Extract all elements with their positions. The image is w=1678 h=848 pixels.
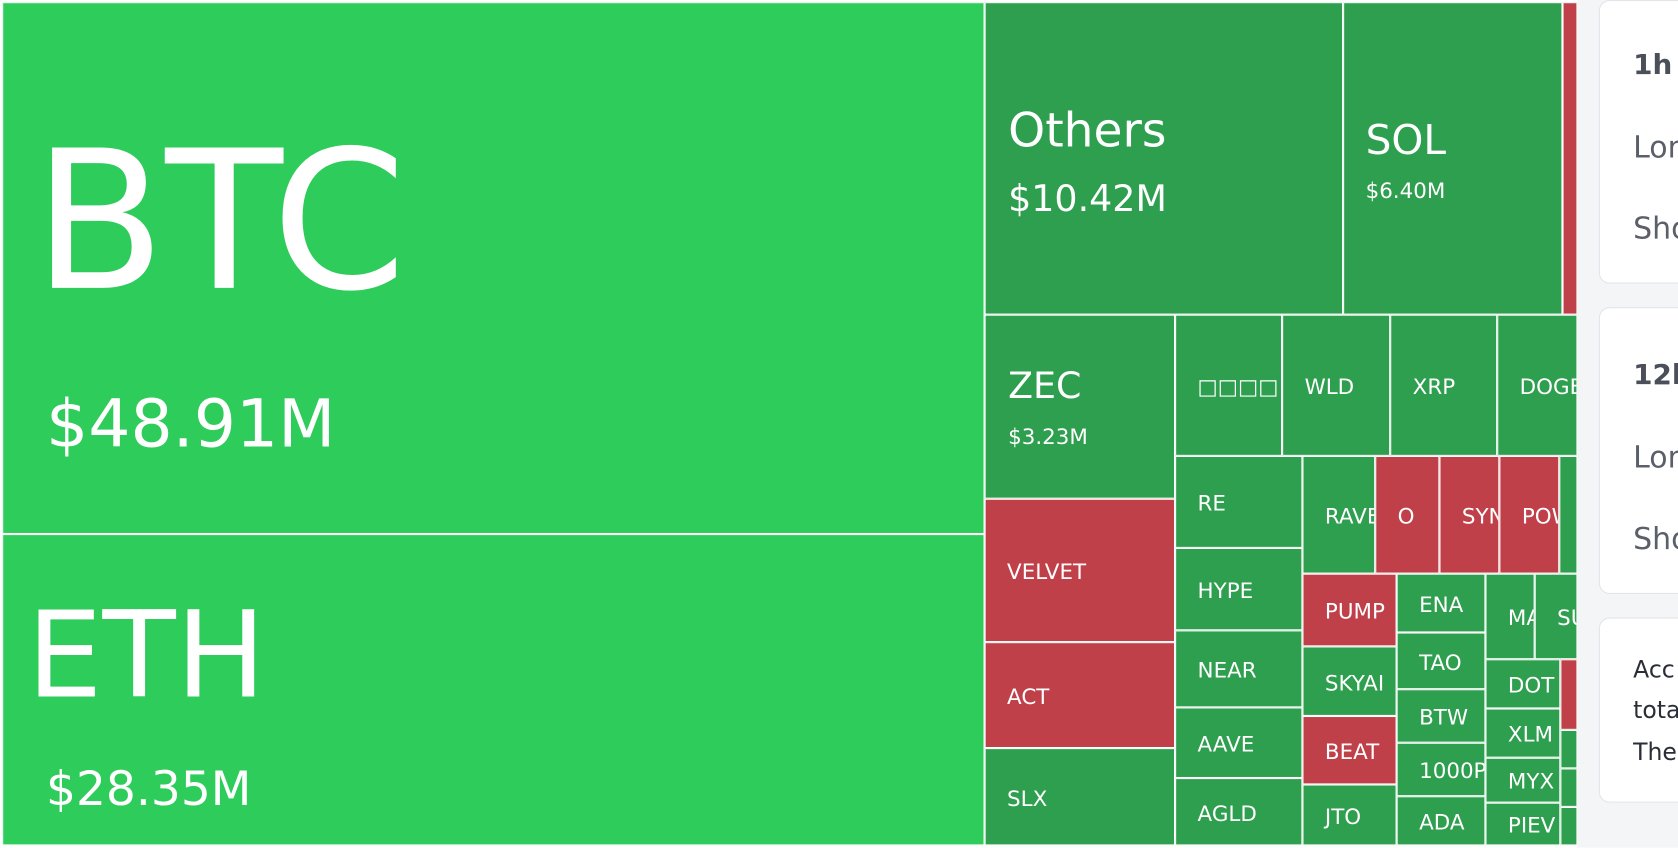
tile-label: JTO — [1324, 803, 1362, 829]
treemap-tile[interactable] — [1559, 455, 1578, 574]
treemap-tile[interactable]: PUMP — [1302, 573, 1397, 647]
treemap-tile[interactable]: ZEC $3.23M — [984, 314, 1176, 499]
card-title: 12h — [1633, 359, 1678, 392]
info-card: Acc tota The — [1598, 617, 1678, 803]
info-card: 1h Lon Sho — [1598, 0, 1678, 284]
tile-label: NEAR — [1197, 657, 1257, 683]
treemap-tile[interactable]: XLM — [1485, 708, 1561, 758]
tile-label: XLM — [1507, 721, 1553, 747]
card-title: 1h — [1633, 49, 1673, 82]
tile-label: RAVE — [1324, 502, 1376, 529]
treemap-tile[interactable] — [1562, 2, 1578, 315]
tile-label: SYN — [1461, 502, 1498, 529]
tile-amount: $10.42M — [1008, 177, 1167, 221]
treemap-tile[interactable]: WLD — [1282, 314, 1391, 456]
treemap-tile[interactable]: 1000P — [1396, 742, 1486, 797]
treemap-tile[interactable] — [1560, 659, 1578, 730]
treemap-tile[interactable] — [1560, 806, 1578, 846]
treemap-tile[interactable]: RAVE — [1302, 455, 1376, 574]
treemap-tile[interactable]: XRP — [1390, 314, 1498, 456]
treemap-tile[interactable]: PIEV — [1485, 802, 1561, 846]
tile-label: DOT — [1507, 672, 1555, 698]
treemap-tile[interactable]: ETH $28.35M — [2, 534, 985, 846]
treemap-tile[interactable]: ACT — [984, 642, 1176, 749]
treemap-tile[interactable]: DOGE — [1497, 314, 1578, 456]
tile-label: SLX — [1007, 784, 1048, 811]
treemap-tile[interactable]: Others $10.42M — [984, 2, 1344, 315]
treemap-tile[interactable]: AGLD — [1175, 778, 1303, 846]
tile-label: MYX — [1507, 768, 1555, 795]
card-line: Lon — [1633, 129, 1678, 165]
tile-label: BTW — [1419, 704, 1469, 730]
tile-label: SU — [1557, 604, 1576, 631]
treemap-tile[interactable]: BTW — [1396, 689, 1486, 743]
treemap-tile[interactable] — [1560, 768, 1578, 807]
treemap-tile[interactable]: TAO — [1396, 632, 1486, 690]
tile-amount: $28.35M — [46, 761, 252, 817]
tile-amount: $6.40M — [1365, 177, 1446, 204]
treemap-tile[interactable]: SKYAI — [1302, 646, 1397, 716]
tile-amount: $3.23M — [1008, 423, 1088, 450]
tile-label: ENA — [1419, 591, 1464, 617]
tile-label: O — [1397, 502, 1415, 529]
tile-label: POW — [1521, 502, 1558, 529]
card-line: tota — [1633, 697, 1678, 725]
treemap: BTC $48.91M ETH $28.35M Others $10.42M SOL $6.4… — [2, 2, 1578, 846]
treemap-tile[interactable]: SU — [1534, 573, 1578, 660]
tile-label: MA — [1507, 604, 1534, 631]
tile-label: Others — [1008, 103, 1167, 159]
tile-label: ADA — [1419, 809, 1465, 835]
info-card: 12h Lon Sho — [1598, 307, 1678, 594]
treemap-tile[interactable]: SLX — [984, 748, 1176, 846]
tile-label: VELVET — [1007, 558, 1087, 585]
tile-label: DOGE — [1519, 373, 1578, 400]
tile-label: ACT — [1007, 683, 1050, 710]
treemap-tile[interactable]: □□□□ — [1175, 314, 1283, 456]
tile-amount: $48.91M — [46, 384, 336, 463]
treemap-tile[interactable]: AAVE — [1175, 707, 1303, 779]
treemap-tile[interactable]: JTO — [1302, 784, 1397, 846]
treemap-tile[interactable]: ADA — [1396, 796, 1486, 846]
tile-label: TAO — [1419, 649, 1462, 675]
tile-label: BTC — [33, 110, 407, 334]
side-panel: 1h Lon Sho 12h Lon Sho Acc tota The — [1577, 0, 1678, 848]
tile-label: BEAT — [1324, 738, 1380, 765]
tile-label: XRP — [1412, 373, 1456, 400]
treemap-tile[interactable]: SYN — [1439, 455, 1500, 574]
tile-label: SKYAI — [1324, 669, 1385, 696]
tile-label: RE — [1197, 490, 1226, 516]
tile-label: 1000P — [1419, 757, 1486, 784]
treemap-tile[interactable]: POW — [1499, 455, 1560, 574]
card-line: Sho — [1633, 521, 1678, 557]
treemap-tile[interactable]: BTC $48.91M — [2, 2, 985, 535]
tile-label: PIEV — [1507, 812, 1556, 838]
treemap-tile[interactable]: BEAT — [1302, 715, 1397, 785]
tile-label: ZEC — [1008, 364, 1082, 408]
treemap-tile[interactable]: ENA — [1396, 573, 1486, 633]
treemap-tile[interactable]: DOT — [1485, 659, 1561, 709]
treemap-tile[interactable]: NEAR — [1175, 630, 1303, 708]
treemap-tile[interactable]: HYPE — [1175, 547, 1303, 631]
treemap-tile[interactable] — [1560, 729, 1578, 769]
tile-label: PUMP — [1324, 598, 1385, 624]
treemap-tile[interactable]: O — [1375, 455, 1440, 574]
tile-label: □□□□ — [1197, 373, 1279, 400]
treemap-tile[interactable]: MA — [1485, 573, 1535, 660]
tile-label: HYPE — [1197, 577, 1254, 604]
treemap-tile[interactable]: SOL $6.40M — [1343, 2, 1563, 315]
card-line: Sho — [1633, 210, 1678, 247]
card-line: The — [1633, 739, 1677, 767]
tile-label: AGLD — [1197, 799, 1257, 826]
tile-label: WLD — [1304, 373, 1355, 400]
treemap-tile[interactable]: MYX — [1485, 757, 1561, 803]
tile-label: ETH — [26, 586, 266, 726]
treemap-tile[interactable]: RE — [1175, 455, 1303, 548]
card-line: Lon — [1633, 439, 1678, 476]
tile-label: AAVE — [1197, 730, 1255, 757]
treemap-tile[interactable]: VELVET — [984, 498, 1176, 643]
card-line: Acc — [1633, 657, 1675, 684]
tile-label: SOL — [1365, 116, 1447, 164]
